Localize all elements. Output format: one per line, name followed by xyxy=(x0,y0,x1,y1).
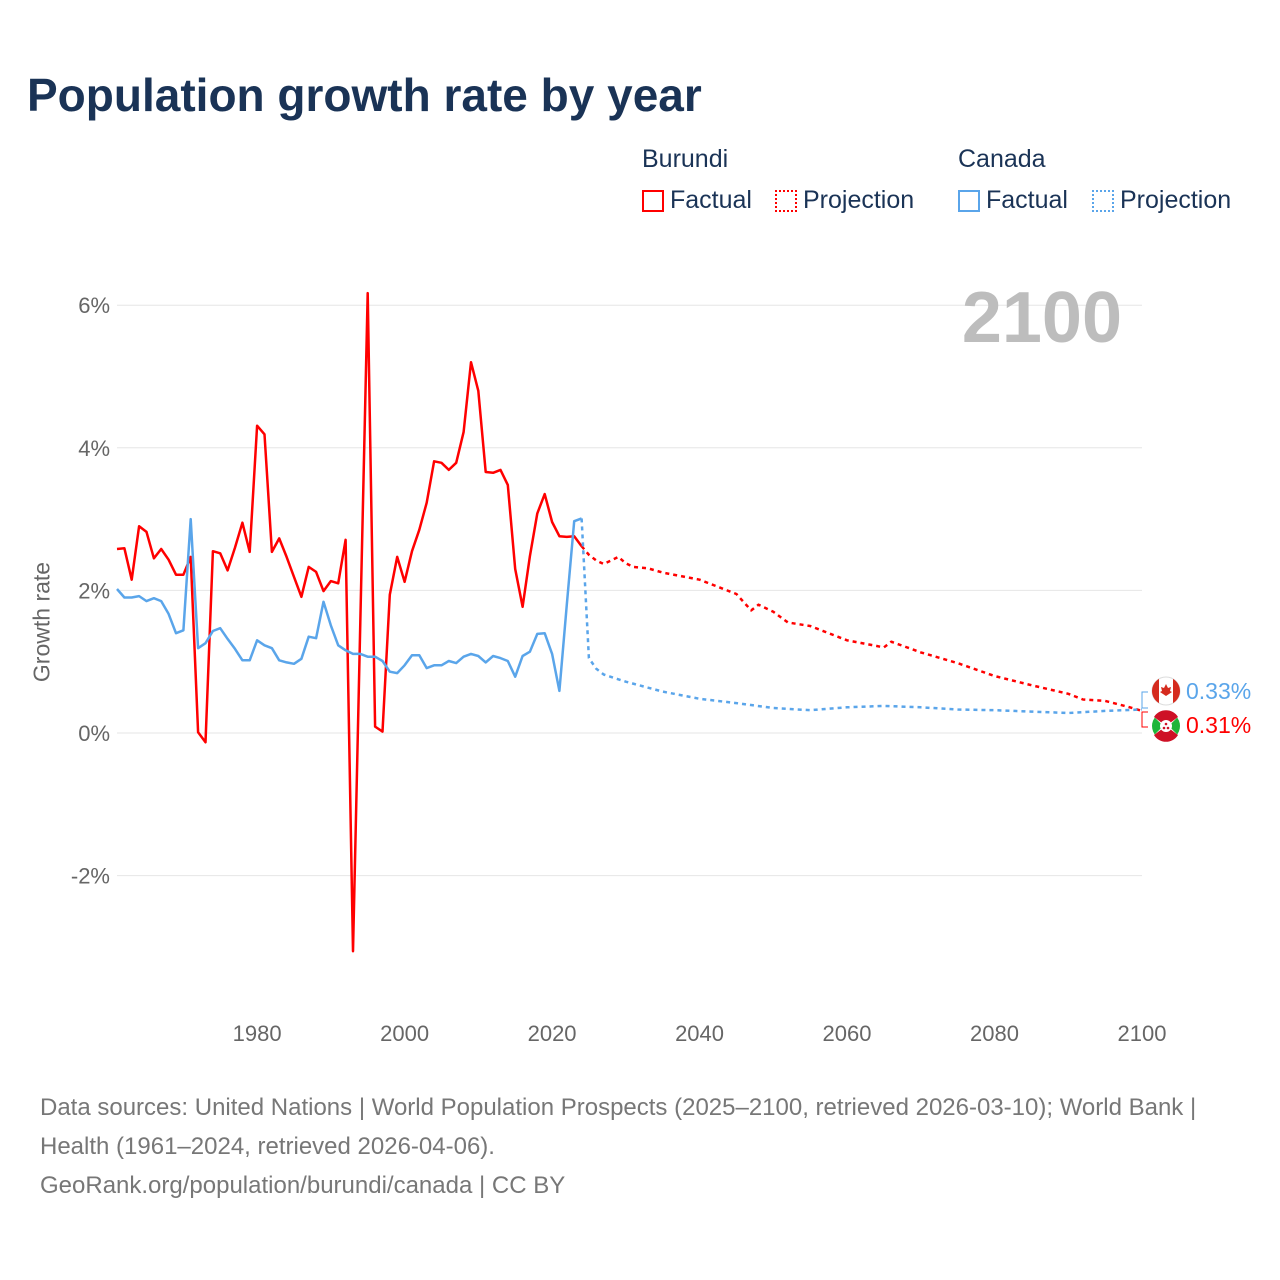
x-tick-label: 2100 xyxy=(1118,1021,1167,1046)
canada-end-bracket xyxy=(1141,691,1148,709)
legend-burundi-factual[interactable]: Factual xyxy=(642,186,752,215)
legend-canada-projection[interactable]: Projection xyxy=(1092,186,1231,215)
series-canada-factual xyxy=(116,517,583,693)
chart-title: Population growth rate by year xyxy=(27,69,702,121)
y-tick-label: 0% xyxy=(78,721,110,746)
legend-swatch xyxy=(642,189,664,212)
data-sources: Data sources: United Nations | World Pop… xyxy=(40,1094,1197,1160)
legend-group-canada: Canada xyxy=(958,145,1046,173)
current-year-label: 2100 xyxy=(962,278,1122,358)
x-tick-label: 2080 xyxy=(970,1021,1019,1046)
series-burundi-projection xyxy=(580,545,1143,713)
y-tick-label: 2% xyxy=(78,578,110,603)
burundi-end-value: 0.31% xyxy=(1186,712,1251,738)
legend-swatch xyxy=(775,189,797,212)
canada-flag-icon xyxy=(1151,676,1181,706)
burundi-flag-icon xyxy=(1152,710,1180,742)
x-tick-label: 2040 xyxy=(675,1021,724,1046)
series-burundi-factual xyxy=(116,291,583,953)
legend-label: Factual xyxy=(986,186,1068,214)
y-tick-label: -2% xyxy=(71,864,110,889)
legend-burundi-projection[interactable]: Projection xyxy=(775,186,914,215)
legend-swatch xyxy=(1092,189,1114,212)
x-tick-label: 1980 xyxy=(233,1021,282,1046)
series-canada-projection xyxy=(580,518,1143,715)
y-tick-label: 4% xyxy=(78,436,110,461)
legend-label: Projection xyxy=(1120,186,1232,214)
legend-label: Factual xyxy=(670,186,752,214)
footer: Data sources: United Nations | World Pop… xyxy=(40,1088,1240,1205)
legend-label: Projection xyxy=(803,186,915,214)
legend-group-burundi: Burundi xyxy=(642,145,729,173)
x-tick-label: 2000 xyxy=(380,1021,429,1046)
x-tick-label: 2020 xyxy=(528,1021,577,1046)
x-tick-label: 2060 xyxy=(823,1021,872,1046)
burundi-end-bracket xyxy=(1141,711,1148,728)
legend-canada-factual[interactable]: Factual xyxy=(958,186,1068,215)
legend-swatch xyxy=(958,189,980,212)
y-tick-label: 6% xyxy=(78,293,110,318)
canada-end-value: 0.33% xyxy=(1186,678,1251,704)
credit-link[interactable]: GeoRank.org/population/burundi/canada | … xyxy=(40,1172,566,1199)
